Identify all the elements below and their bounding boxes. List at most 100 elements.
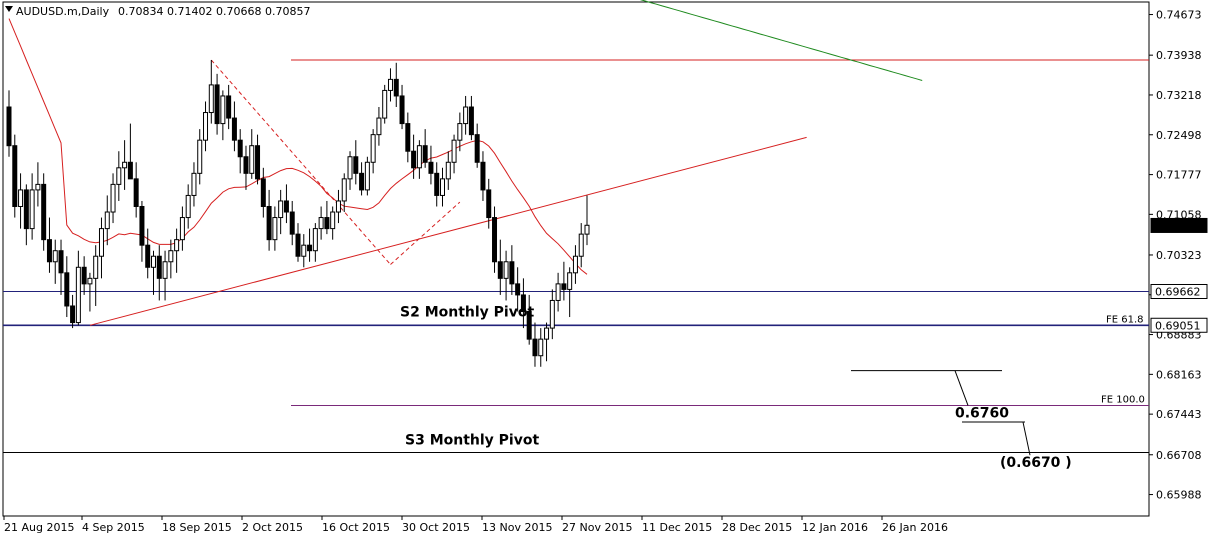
- time-tick-label: 4 Sep 2015: [82, 521, 145, 534]
- short-moving-average: [8, 18, 588, 275]
- candle-body: [503, 261, 509, 279]
- time-axis[interactable]: 21 Aug 2015 4 Sep 2015 18 Sep 2015 2 Oct 20…: [3, 516, 948, 534]
- candle-body: [278, 200, 284, 219]
- target-1-label: 0.6760: [955, 405, 1009, 421]
- candle-body: [359, 172, 365, 191]
- candle-body: [208, 84, 214, 114]
- candle-body: [451, 139, 457, 163]
- candle-body: [197, 139, 203, 174]
- candle-body: [376, 117, 382, 136]
- candle-body: [561, 283, 567, 290]
- price-tick-label: 0.66708: [1156, 449, 1202, 462]
- candle-body: [127, 161, 133, 180]
- candle-body: [555, 283, 561, 301]
- candle-body: [93, 255, 99, 279]
- candle-body: [6, 106, 12, 147]
- long-moving-average: [639, 0, 923, 81]
- candle-body: [520, 294, 526, 313]
- candle-body: [116, 167, 122, 185]
- candle-body: [220, 95, 226, 125]
- price-tick-label: 0.67443: [1156, 408, 1202, 421]
- candle-body: [440, 178, 445, 196]
- candle-body: [179, 217, 185, 241]
- annotations: S2 Monthly Pivot S3 Monthly Pivot FE 61.8 F…: [400, 304, 1145, 471]
- candle-body: [58, 250, 64, 274]
- candle-body: [549, 299, 555, 329]
- price-tag: [1150, 217, 1208, 233]
- candle-body: [497, 261, 503, 279]
- time-tick-label: 13 Nov 2015: [482, 521, 552, 534]
- candle-body: [480, 161, 486, 191]
- candle-body: [122, 161, 128, 169]
- price-tag-label: 0.69662: [1155, 285, 1201, 298]
- candle-body: [509, 261, 515, 285]
- candle-body: [341, 178, 347, 202]
- candle-body: [139, 205, 145, 246]
- candle-body: [474, 134, 480, 163]
- candle-body: [35, 183, 41, 191]
- candle-body: [434, 172, 440, 196]
- candle-body: [370, 134, 376, 163]
- candle-body: [23, 189, 29, 230]
- swing-dashed-line: [210, 59, 391, 265]
- candle-body: [411, 150, 417, 169]
- candle-body: [266, 205, 272, 241]
- candle-body: [214, 84, 220, 125]
- candle-body: [463, 106, 469, 125]
- candle-body: [283, 200, 289, 213]
- candle-body: [445, 161, 451, 180]
- time-tick-label: 21 Aug 2015: [4, 521, 74, 534]
- candle-body: [405, 123, 411, 152]
- candle-body: [578, 233, 584, 257]
- candle-body: [151, 255, 156, 268]
- candle-body: [318, 217, 324, 230]
- candle-body: [81, 266, 87, 285]
- price-tick-label: 0.72498: [1156, 129, 1202, 142]
- candle-body: [382, 89, 388, 119]
- candle-body: [289, 211, 295, 235]
- candle-body: [75, 266, 81, 324]
- candle-body: [399, 95, 405, 125]
- price-tick-label: 0.65988: [1156, 489, 1202, 502]
- candle-body: [145, 244, 151, 268]
- candlesticks: [6, 60, 590, 367]
- candle-body: [64, 272, 70, 307]
- symbol-label: AUDUSD.m,Daily: [16, 5, 110, 18]
- candle-body: [330, 211, 336, 230]
- candle-body: [422, 145, 428, 163]
- candle-body: [52, 250, 58, 263]
- support-trendline: [89, 136, 807, 326]
- candle-body: [393, 78, 399, 97]
- candle-body: [185, 194, 191, 219]
- candle-body: [87, 277, 93, 285]
- candle-body: [301, 244, 307, 257]
- price-tick-label: 0.70323: [1156, 249, 1202, 262]
- price-tick-label: 0.71777: [1156, 169, 1202, 182]
- candle-body: [110, 183, 116, 213]
- price-tick-label: 0.73938: [1156, 49, 1202, 62]
- candle-body: [312, 228, 318, 252]
- candle-body: [364, 161, 370, 191]
- candle-body: [237, 139, 243, 158]
- candle-body: [243, 156, 249, 174]
- candle-body: [174, 239, 180, 252]
- candle-body: [353, 156, 359, 174]
- time-tick-label: 18 Sep 2015: [162, 521, 232, 534]
- collapse-triangle-icon[interactable]: [5, 6, 13, 12]
- price-tag-label: 0.70857: [1155, 219, 1201, 232]
- price-axis[interactable]: 0.746730.739380.732180.724980.717770.710…: [1149, 9, 1208, 502]
- candle-body: [486, 189, 492, 219]
- price-tag: [1150, 317, 1208, 333]
- candle-body: [416, 145, 422, 169]
- candle-body: [104, 211, 110, 230]
- time-tick-label: 30 Oct 2015: [402, 521, 470, 534]
- price-tag: [1150, 283, 1208, 299]
- price-tick-label: 0.68163: [1156, 368, 1202, 381]
- time-tick-label: 16 Oct 2015: [322, 521, 390, 534]
- candle-body: [324, 217, 330, 230]
- candle-body: [532, 338, 538, 357]
- candle-body: [168, 250, 174, 263]
- candle-body: [255, 145, 261, 180]
- candle-body: [347, 156, 353, 180]
